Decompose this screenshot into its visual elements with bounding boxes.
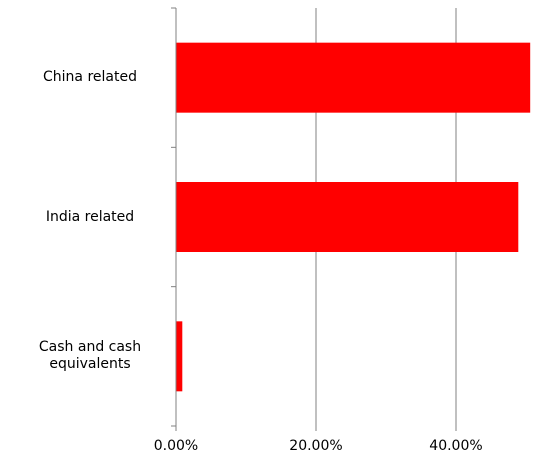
category-label-line: India related bbox=[45, 208, 135, 225]
category-label-line: equivalents bbox=[49, 356, 131, 373]
category-label-line: China related bbox=[43, 69, 137, 86]
x-tick-label-2: 40.00% bbox=[429, 438, 482, 454]
bar-0 bbox=[176, 42, 531, 113]
x-tick-label-1: 20.00% bbox=[289, 438, 342, 454]
category-label-2: Cash and cash equivalents bbox=[10, 339, 170, 373]
category-label-0: China related bbox=[10, 69, 170, 86]
category-label-1: India related bbox=[10, 209, 170, 226]
category-label-line: Cash and cash bbox=[38, 339, 142, 356]
bar-1 bbox=[176, 182, 519, 252]
bar-2 bbox=[176, 321, 183, 392]
x-tick-label-0: 0.00% bbox=[154, 438, 198, 454]
